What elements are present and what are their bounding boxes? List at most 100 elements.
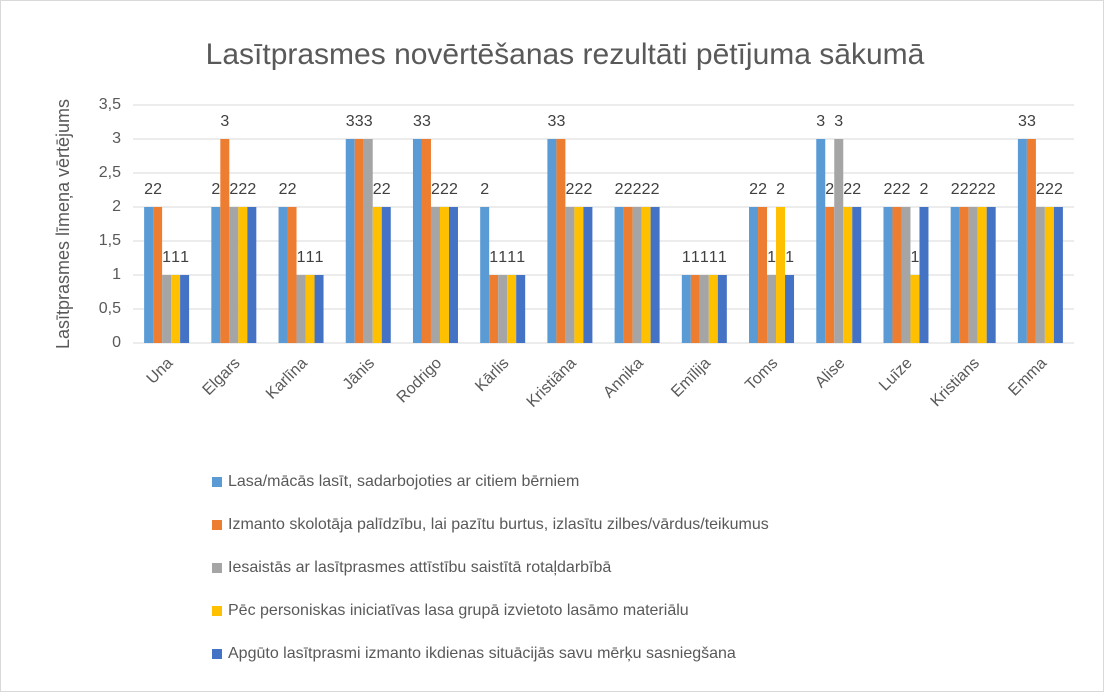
bar: [843, 207, 853, 343]
data-label: 2: [893, 181, 902, 198]
data-label: 1: [718, 249, 727, 266]
bar: [641, 207, 651, 343]
bar: [910, 275, 920, 343]
data-label: 1: [691, 249, 700, 266]
data-label: 2: [431, 181, 440, 198]
data-label: 3: [547, 113, 556, 130]
bar: [785, 275, 795, 343]
data-label: 2: [642, 181, 651, 198]
bar: [901, 207, 911, 343]
bar: [767, 275, 777, 343]
legend-label: Izmanto skolotāja palīdzību, lai pazītu …: [228, 516, 769, 533]
data-label: 3: [422, 113, 431, 130]
bar: [287, 207, 297, 343]
data-label: 2: [565, 181, 574, 198]
bar: [489, 275, 499, 343]
bar: [516, 275, 526, 343]
bar: [220, 139, 230, 343]
bar: [345, 139, 355, 343]
bar: [749, 207, 759, 343]
y-tick-label: 3,5: [99, 96, 121, 113]
bar: [247, 207, 257, 343]
data-label: 2: [574, 181, 583, 198]
bar: [412, 139, 422, 343]
bar: [986, 207, 996, 343]
data-label: 1: [785, 249, 794, 266]
data-label: 1: [516, 249, 525, 266]
data-label: 3: [834, 113, 843, 130]
y-tick-label: 2,5: [99, 164, 121, 181]
data-label: 1: [306, 249, 315, 266]
data-label: 1: [489, 249, 498, 266]
data-label: 1: [171, 249, 180, 266]
data-label: 2: [969, 181, 978, 198]
bar: [1053, 207, 1063, 343]
data-label: 2: [238, 181, 247, 198]
bar: [1026, 139, 1036, 343]
bar: [968, 207, 978, 343]
y-tick-label: 0,5: [99, 300, 121, 317]
bar: [959, 207, 969, 343]
data-label: 2: [211, 181, 220, 198]
data-label: 3: [1018, 113, 1027, 130]
data-label: 2: [951, 181, 960, 198]
data-label: 2: [843, 181, 852, 198]
bar: [1035, 207, 1045, 343]
bar: [171, 275, 181, 343]
data-label: 3: [220, 113, 229, 130]
data-label: 2: [852, 181, 861, 198]
y-tick-label: 3: [112, 130, 121, 147]
bar: [623, 207, 633, 343]
data-label: 2: [144, 181, 153, 198]
data-label: 2: [624, 181, 633, 198]
bar: [825, 207, 835, 343]
legend-swatch: [212, 477, 222, 487]
data-label: 2: [825, 181, 834, 198]
data-label: 2: [776, 181, 785, 198]
data-label: 2: [884, 181, 893, 198]
bar: [717, 275, 727, 343]
data-label: 2: [1054, 181, 1063, 198]
bar: [883, 207, 893, 343]
bar: [565, 207, 575, 343]
legend-label: Iesaistās ar lasītprasmes attīstību sais…: [228, 559, 611, 576]
data-label: 3: [355, 113, 364, 130]
legend-swatch: [212, 649, 222, 659]
bar: [381, 207, 391, 343]
bar: [892, 207, 902, 343]
data-label: 3: [816, 113, 825, 130]
data-label: 1: [682, 249, 691, 266]
data-label: 2: [749, 181, 758, 198]
data-label: 1: [911, 249, 920, 266]
bar: [632, 207, 642, 343]
bar: [1044, 207, 1054, 343]
data-label: 1: [162, 249, 171, 266]
bar: [950, 207, 960, 343]
data-label: 2: [288, 181, 297, 198]
bar: [448, 207, 458, 343]
legend-swatch: [212, 520, 222, 530]
data-label: 2: [615, 181, 624, 198]
bar: [776, 207, 786, 343]
data-label: 3: [346, 113, 355, 130]
bar: [498, 275, 508, 343]
data-label: 2: [902, 181, 911, 198]
data-label: 2: [651, 181, 660, 198]
legend-label: Apgūto lasītprasmi izmanto ikdienas situ…: [228, 645, 736, 662]
data-label: 2: [229, 181, 238, 198]
legend-label: Pēc personiskas iniciatīvas lasa grupā i…: [228, 602, 689, 619]
data-label: 2: [247, 181, 256, 198]
bar: [314, 275, 324, 343]
chart-title: Lasītprasmes novērtēšanas rezultāti pētī…: [206, 38, 925, 71]
data-label: 2: [633, 181, 642, 198]
bar: [372, 207, 382, 343]
bar: [547, 139, 557, 343]
data-label: 2: [480, 181, 489, 198]
bar: [278, 207, 288, 343]
bar: [238, 207, 248, 343]
bar: [816, 139, 826, 343]
bar: [305, 275, 315, 343]
data-label: 3: [556, 113, 565, 130]
